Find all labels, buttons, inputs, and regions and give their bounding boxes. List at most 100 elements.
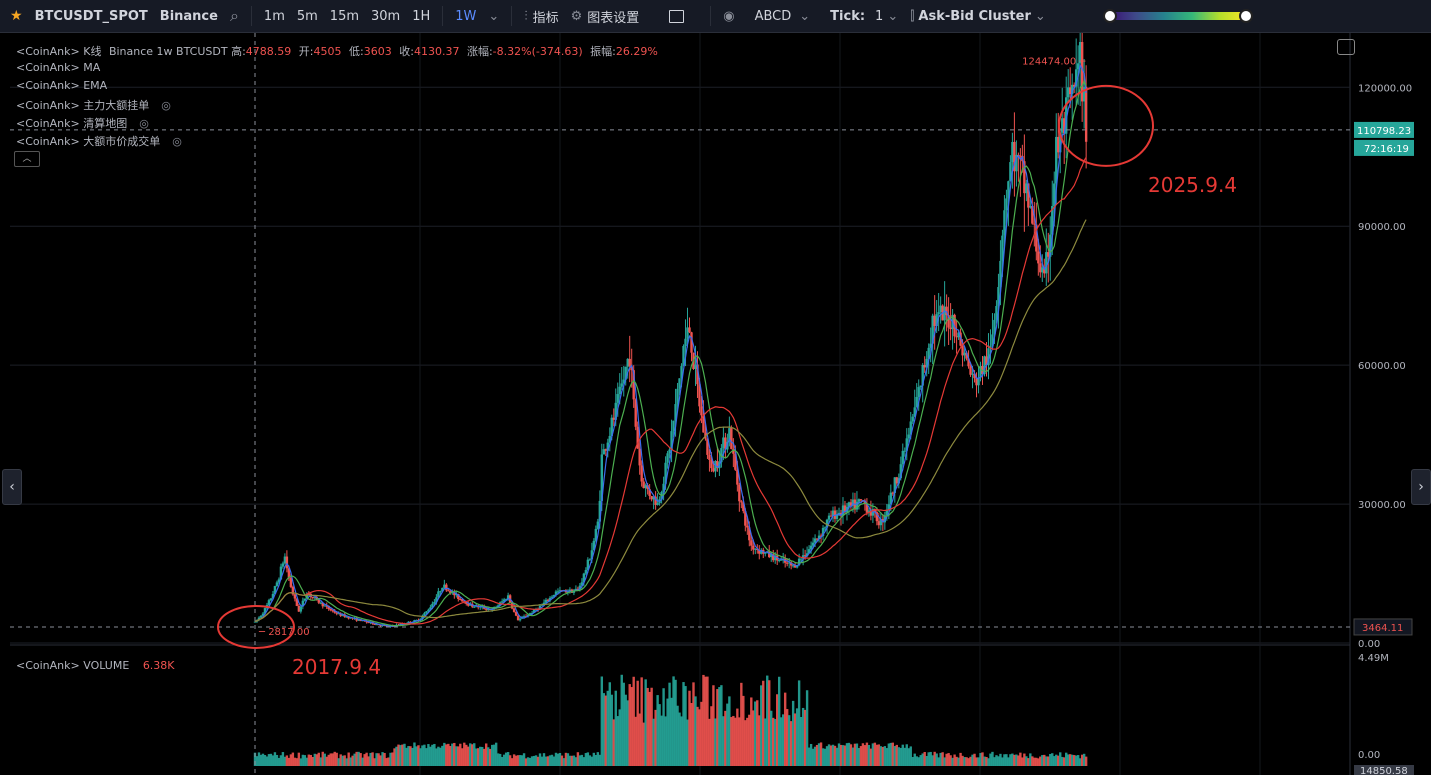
volume-bar xyxy=(461,748,464,766)
candle-body xyxy=(423,613,426,616)
candle-body xyxy=(819,535,823,537)
volume-bar xyxy=(1065,752,1068,766)
candle-body xyxy=(772,554,775,561)
ema-legend[interactable]: <CoinAnk> EMA xyxy=(16,79,108,92)
drawing-tool-button[interactable]: ABCD ⌄ xyxy=(749,0,817,32)
volume-bar xyxy=(877,744,881,766)
volume-bar xyxy=(1015,754,1018,766)
chart-settings-button[interactable]: ⚙ 图表设置 xyxy=(565,0,646,32)
fullscreen-icon[interactable] xyxy=(663,0,690,32)
volume-bar xyxy=(670,697,673,766)
volume-value: 6.38K xyxy=(142,659,175,672)
search-icon[interactable]: ⌕ xyxy=(229,6,239,25)
candle-body xyxy=(999,260,1002,288)
big-trades-legend[interactable]: <CoinAnk> 大额市价成交单 ◎ xyxy=(16,133,182,149)
volume-bar xyxy=(831,744,835,766)
candle-body xyxy=(989,345,992,349)
gradient-knob-right[interactable] xyxy=(1238,9,1253,23)
exchange-name[interactable]: Binance xyxy=(159,8,218,24)
interval-5m[interactable]: 5m xyxy=(296,8,318,24)
eye-hidden-icon[interactable]: ◎ xyxy=(172,135,182,148)
indicators-button[interactable]: ⫶ 指标 xyxy=(518,0,564,32)
eye-hidden-icon[interactable]: ◎ xyxy=(139,117,149,130)
candle-body xyxy=(592,540,596,551)
volume-bar xyxy=(991,751,994,766)
candle-body xyxy=(869,510,873,516)
volume-bar xyxy=(425,748,428,766)
candle-body xyxy=(317,599,320,603)
screenshot-icon[interactable] xyxy=(1337,39,1355,55)
scroll-left-button[interactable]: ‹ xyxy=(2,469,22,505)
interval-30m[interactable]: 30m xyxy=(371,8,401,24)
volume-bar xyxy=(909,746,912,766)
symbol-name[interactable]: BTCUSDT_SPOT xyxy=(34,8,148,24)
volume-bar xyxy=(945,753,948,766)
interval-dropdown-icon[interactable]: ⌄ xyxy=(488,8,500,24)
volume-bar xyxy=(829,745,833,766)
candle-body xyxy=(847,502,851,508)
chart-area[interactable]: 120000.00 90000.00 60000.00 30000.00 0.00 110… xyxy=(0,33,1431,775)
candle-body xyxy=(708,454,711,460)
volume-bar xyxy=(762,680,765,766)
volume-bar xyxy=(544,756,548,766)
volume-bar xyxy=(343,755,346,766)
candle-body xyxy=(734,453,737,470)
tick-selector[interactable]: Tick: 1 ⌄ xyxy=(824,0,904,32)
chevron-down-icon: ⌄ xyxy=(1034,8,1046,24)
candle-body xyxy=(1047,252,1050,257)
ma-legend[interactable]: <CoinAnk> MA xyxy=(16,61,101,74)
liq-map-legend[interactable]: <CoinAnk> 清算地图 ◎ xyxy=(16,115,149,131)
big-orders-legend[interactable]: <CoinAnk> 主力大额挂单 ◎ xyxy=(16,97,171,113)
low-price-label: ─ 2817.00 xyxy=(258,627,310,638)
collapse-legend-button[interactable]: ︿ xyxy=(14,151,40,167)
volume-bar xyxy=(261,753,265,766)
volume-bar xyxy=(971,754,974,766)
candle-body xyxy=(901,450,904,465)
candle-body xyxy=(275,582,279,587)
price-chart[interactable]: 120000.00 90000.00 60000.00 30000.00 0.00 110… xyxy=(0,33,1431,775)
interval-1m[interactable]: 1m xyxy=(263,8,285,24)
candle-body xyxy=(574,588,578,591)
favorite-star-icon[interactable]: ★ xyxy=(10,8,23,24)
volume-bar xyxy=(405,747,408,766)
candle-body xyxy=(357,619,360,621)
interval-15m[interactable]: 15m xyxy=(329,8,360,24)
candle-body xyxy=(770,554,773,558)
volume-bar xyxy=(538,753,542,766)
candle-body xyxy=(829,515,833,517)
volume-bar xyxy=(265,756,269,766)
candle-body xyxy=(301,600,305,607)
volume-bar xyxy=(776,694,779,766)
candle-body xyxy=(851,499,855,506)
candle-body xyxy=(1039,263,1042,273)
volume-bar xyxy=(483,748,486,766)
candle-body xyxy=(995,306,998,320)
interval-1w[interactable]: 1W xyxy=(455,8,477,24)
volume-bar xyxy=(817,743,821,766)
candle-body xyxy=(945,306,948,316)
cluster-selector[interactable]: ⫿ Ask-Bid Cluster ⌄ xyxy=(904,0,1052,32)
candle-body xyxy=(1049,234,1052,257)
candle-body xyxy=(774,555,777,561)
candle-body xyxy=(881,519,885,523)
eye-icon[interactable]: ◉ xyxy=(723,8,735,24)
chevron-down-icon: ⌄ xyxy=(887,8,899,24)
volume-bar xyxy=(905,744,908,766)
interval-1h[interactable]: 1H xyxy=(412,8,431,24)
eye-hidden-icon[interactable]: ◎ xyxy=(161,99,171,112)
heatmap-gradient-slider[interactable] xyxy=(1102,0,1254,32)
candle-body xyxy=(676,388,679,405)
gradient-knob-left[interactable] xyxy=(1102,9,1117,23)
volume-bar xyxy=(618,709,621,766)
candle-body xyxy=(259,615,263,618)
volume-bar xyxy=(746,717,749,766)
volume-bar xyxy=(975,757,978,766)
volume-bar xyxy=(1051,753,1054,766)
high-label: 高: xyxy=(231,45,246,58)
cluster-icon: ⫿ xyxy=(910,8,915,24)
volume-bar xyxy=(718,687,721,766)
scroll-right-button[interactable]: › xyxy=(1411,469,1431,505)
volume-bar xyxy=(429,746,432,766)
volume-legend[interactable]: <CoinAnk> VOLUME 6.38K xyxy=(16,659,175,672)
candle-body xyxy=(821,527,825,536)
